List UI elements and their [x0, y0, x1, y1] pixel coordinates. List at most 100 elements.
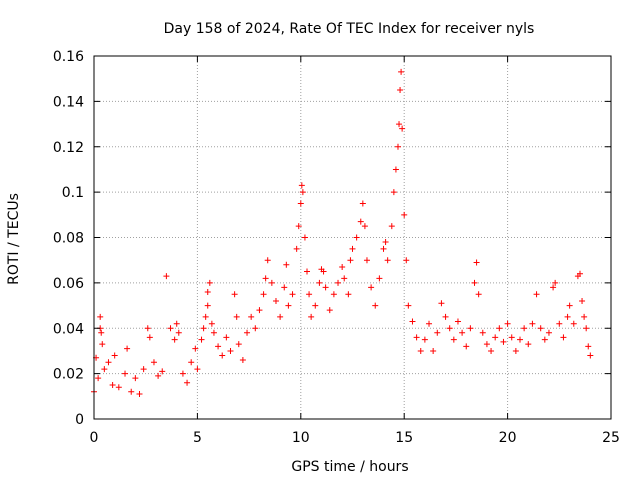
y-tick-label: 0.16: [53, 49, 84, 65]
data-point: [239, 357, 246, 364]
data-point: [330, 291, 337, 298]
data-point: [454, 318, 461, 325]
data-point: [155, 372, 162, 379]
data-point: [223, 334, 230, 341]
data-point: [198, 336, 205, 343]
data-point: [144, 325, 151, 332]
data-point: [401, 211, 408, 218]
data-point: [382, 239, 389, 246]
data-point: [446, 325, 453, 332]
data-point: [163, 273, 170, 280]
data-point: [357, 218, 364, 225]
data-point: [353, 234, 360, 241]
data-point: [426, 320, 433, 327]
x-tick-label: 15: [395, 430, 413, 446]
data-point: [363, 257, 370, 264]
data-point: [405, 302, 412, 309]
data-point: [109, 381, 116, 388]
data-point: [341, 275, 348, 282]
data-point: [206, 279, 213, 286]
data-point: [233, 313, 240, 320]
data-point: [496, 325, 503, 332]
data-point: [550, 284, 557, 291]
data-point: [128, 388, 135, 395]
data-point: [421, 336, 428, 343]
data-point: [508, 334, 515, 341]
data-point: [500, 338, 507, 345]
data-point: [252, 325, 259, 332]
data-point: [101, 366, 108, 373]
data-point: [235, 341, 242, 348]
data-point: [459, 329, 466, 336]
data-point: [173, 320, 180, 327]
data-point: [397, 87, 404, 94]
data-point: [585, 343, 592, 350]
data-point: [132, 375, 139, 382]
data-point: [359, 200, 366, 207]
data-point: [97, 313, 104, 320]
data-point: [483, 341, 490, 348]
data-point: [467, 325, 474, 332]
data-point: [463, 343, 470, 350]
data-point: [347, 257, 354, 264]
data-point: [289, 291, 296, 298]
data-point: [283, 261, 290, 268]
data-point: [306, 291, 313, 298]
data-point: [95, 375, 102, 382]
data-point: [312, 302, 319, 309]
data-point: [384, 257, 391, 264]
data-point: [430, 347, 437, 354]
data-point: [320, 268, 327, 275]
data-point: [368, 284, 375, 291]
data-point: [583, 325, 590, 332]
data-point: [475, 291, 482, 298]
x-tick-label: 20: [499, 430, 517, 446]
data-point: [388, 223, 395, 230]
data-point: [200, 325, 207, 332]
data-point: [581, 313, 588, 320]
data-point: [413, 334, 420, 341]
y-tick-label: 0.06: [53, 276, 84, 292]
y-tick-label: 0.02: [53, 367, 84, 383]
data-point: [545, 329, 552, 336]
data-point: [111, 352, 118, 359]
data-point: [188, 359, 195, 366]
data-point: [231, 291, 238, 298]
data-point: [488, 347, 495, 354]
data-point: [260, 291, 267, 298]
data-point: [335, 279, 342, 286]
y-tick-label: 0: [75, 412, 84, 428]
data-point: [204, 302, 211, 309]
data-point: [564, 313, 571, 320]
data-point: [150, 359, 157, 366]
data-point: [434, 329, 441, 336]
x-axis-label: GPS time / hours: [291, 459, 408, 475]
data-point: [541, 336, 548, 343]
data-point: [297, 200, 304, 207]
data-point: [281, 284, 288, 291]
data-point: [473, 259, 480, 266]
data-point: [272, 298, 279, 305]
data-point: [124, 345, 131, 352]
data-point: [396, 121, 403, 128]
data-point: [339, 263, 346, 270]
data-points: [91, 68, 594, 398]
data-point: [299, 189, 306, 196]
data-point: [140, 366, 147, 373]
data-point: [392, 166, 399, 173]
data-point: [525, 341, 532, 348]
data-point: [576, 270, 583, 277]
data-point: [248, 313, 255, 320]
data-point: [438, 300, 445, 307]
data-point: [403, 257, 410, 264]
data-point: [517, 336, 524, 343]
data-point: [326, 307, 333, 314]
data-point: [136, 391, 143, 398]
data-point: [293, 245, 300, 252]
data-point: [98, 329, 105, 336]
data-point: [533, 291, 540, 298]
x-tick-label: 0: [90, 430, 99, 446]
data-point: [171, 336, 178, 343]
data-point: [479, 329, 486, 336]
